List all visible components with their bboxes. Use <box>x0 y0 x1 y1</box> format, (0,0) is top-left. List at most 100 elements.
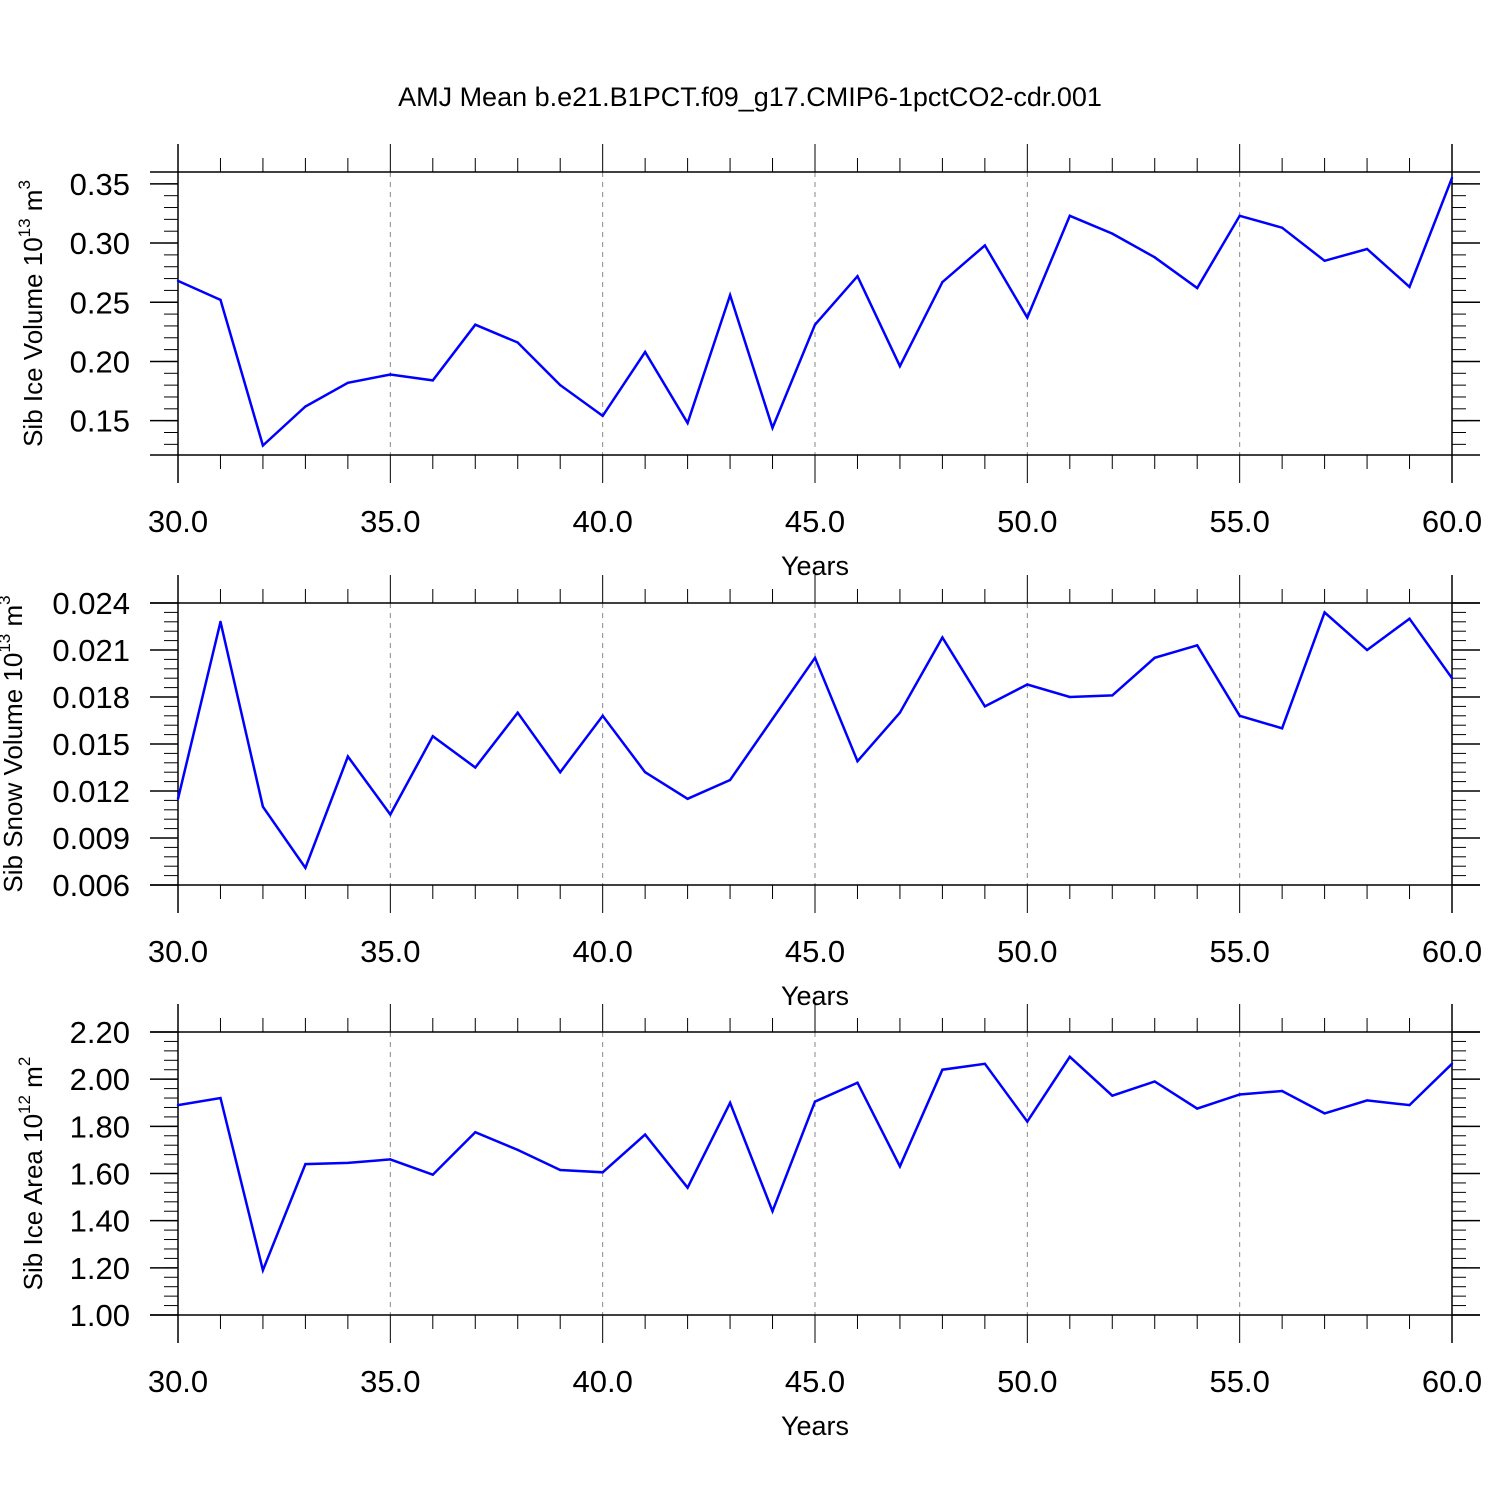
data-point <box>856 1081 859 1084</box>
data-point <box>261 1268 265 1272</box>
data-point <box>728 778 732 782</box>
data-point <box>898 711 902 714</box>
data-point <box>1196 644 1199 647</box>
data-point <box>686 1186 689 1189</box>
data-point <box>1280 1089 1284 1093</box>
data-point <box>304 405 307 408</box>
x-tick-label: 30.0 <box>148 1364 208 1399</box>
data-point <box>1323 611 1326 614</box>
data-point <box>643 771 647 774</box>
data-point <box>431 1173 434 1176</box>
y-axis-label: Sib Ice Area 1012 m2 <box>15 1057 48 1291</box>
data-point <box>728 293 732 297</box>
y-tick-label: 0.35 <box>70 167 130 202</box>
y-tick-label: 0.012 <box>52 774 130 809</box>
x-tick-label: 45.0 <box>785 1364 845 1399</box>
data-point <box>1068 214 1072 218</box>
data-point <box>559 383 562 387</box>
data-point <box>304 866 307 869</box>
data-point <box>643 1133 647 1136</box>
x-tick-label: 35.0 <box>360 934 420 969</box>
data-point <box>1153 656 1156 660</box>
data-point <box>983 1062 987 1066</box>
data-point <box>1153 256 1156 259</box>
y-axis-label: Sib Ice Volume 1013 m3 <box>15 180 48 447</box>
data-point <box>431 379 434 382</box>
x-tick-label: 45.0 <box>785 504 845 539</box>
y-tick-label: 0.024 <box>52 586 130 621</box>
y-tick-label: 0.021 <box>52 633 130 668</box>
data-point <box>983 705 987 708</box>
x-tick-label: 55.0 <box>1209 504 1269 539</box>
chart-panel-3: 1.00 1.20 1.40 1.60 1.80 2.00 2.20 30.0 35.0 40.0… <box>15 1004 1482 1441</box>
data-point <box>1026 316 1029 319</box>
x-tick-label: 30.0 <box>148 934 208 969</box>
x-tick-label: 50.0 <box>997 934 1057 969</box>
data-point <box>686 797 689 801</box>
y-tick-label: 0.15 <box>70 404 130 439</box>
data-point <box>1408 617 1411 620</box>
data-point <box>516 1148 519 1152</box>
data-point <box>1068 1055 1072 1058</box>
data-point <box>1450 677 1454 680</box>
data-point <box>389 813 392 816</box>
x-tick-label: 60.0 <box>1422 1364 1482 1399</box>
data-point <box>1026 1120 1029 1123</box>
data-point <box>1365 247 1369 251</box>
data-point <box>176 1103 180 1107</box>
data-point <box>261 805 265 808</box>
y-tick-label: 0.006 <box>52 868 130 903</box>
x-tick-label: 50.0 <box>997 504 1057 539</box>
y-tick-label: 0.25 <box>70 285 130 320</box>
y-tick-label: 2.00 <box>70 1062 130 1097</box>
data-point <box>346 1161 350 1165</box>
data-point <box>1323 1112 1326 1115</box>
data-point <box>559 771 562 774</box>
data-point <box>856 275 859 278</box>
data-point <box>601 714 604 717</box>
data-point <box>643 350 647 354</box>
data-point <box>219 1096 222 1100</box>
y-tick-label: 0.009 <box>52 821 130 856</box>
x-tick-label: 60.0 <box>1422 504 1482 539</box>
data-point <box>1238 714 1241 717</box>
data-point <box>219 298 222 302</box>
data-point <box>813 1100 817 1103</box>
data-point <box>516 711 519 714</box>
data-point <box>1323 259 1326 263</box>
chart-title: AMJ Mean b.e21.B1PCT.f09_g17.CMIP6-1pctC… <box>398 82 1102 112</box>
x-tick-label: 40.0 <box>572 934 632 969</box>
data-point <box>389 1158 392 1161</box>
y-tick-label: 2.20 <box>70 1015 130 1050</box>
y-tick-label: 1.60 <box>70 1157 130 1192</box>
y-tick-label: 1.40 <box>70 1204 130 1239</box>
data-point <box>474 1131 477 1134</box>
data-point <box>1408 285 1411 289</box>
data-point <box>1450 176 1454 180</box>
data-point <box>176 279 180 283</box>
x-tick-label: 35.0 <box>360 1364 420 1399</box>
y-tick-label: 0.20 <box>70 344 130 379</box>
data-point <box>1196 1107 1199 1110</box>
x-tick-label: 35.0 <box>360 504 420 539</box>
y-tick-label: 1.20 <box>70 1251 130 1286</box>
data-point <box>1280 226 1284 229</box>
data-point <box>771 1210 774 1213</box>
x-tick-label: 40.0 <box>572 504 632 539</box>
data-point <box>346 755 350 758</box>
x-tick-label: 40.0 <box>572 1364 632 1399</box>
data-point <box>813 656 817 660</box>
data-point <box>771 717 774 721</box>
data-point <box>304 1162 307 1166</box>
y-tick-label: 0.015 <box>52 727 130 762</box>
y-axis-label: Sib Snow Volume 1013 m3 <box>0 595 28 892</box>
y-tick-label: 0.30 <box>70 226 130 261</box>
data-point <box>1365 648 1369 652</box>
data-point <box>941 636 944 639</box>
data-point <box>771 426 774 429</box>
data-point <box>983 244 987 247</box>
data-point <box>1408 1103 1411 1107</box>
data-point <box>474 323 477 326</box>
